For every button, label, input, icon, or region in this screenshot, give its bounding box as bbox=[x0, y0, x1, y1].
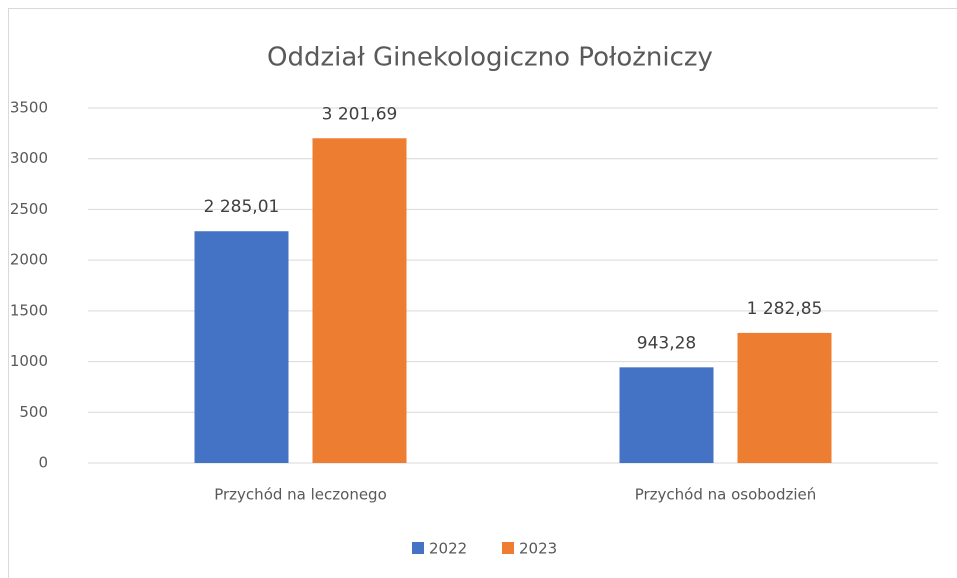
legend-swatch bbox=[502, 542, 514, 554]
value-label: 1 282,85 bbox=[747, 299, 823, 319]
bar bbox=[194, 231, 289, 463]
x-tick-label: Przychód na osobodzień bbox=[635, 486, 817, 504]
y-tick-label: 3500 bbox=[10, 99, 48, 117]
x-tick-label: Przychód na leczonego bbox=[214, 486, 387, 504]
value-label: 943,28 bbox=[637, 333, 696, 353]
y-tick-label: 3000 bbox=[10, 149, 48, 167]
y-tick-label: 2500 bbox=[10, 200, 48, 218]
legend-swatch bbox=[412, 542, 424, 554]
legend-label: 2022 bbox=[429, 540, 467, 558]
y-tick-label: 2000 bbox=[10, 251, 48, 269]
y-tick-label: 1000 bbox=[10, 352, 48, 370]
y-tick-label: 0 bbox=[38, 454, 48, 472]
value-label: 3 201,69 bbox=[322, 104, 398, 124]
y-tick-label: 500 bbox=[19, 403, 48, 421]
bar bbox=[312, 138, 407, 464]
value-label: 2 285,01 bbox=[204, 197, 280, 217]
chart-title: Oddział Ginekologiczno Położniczy bbox=[267, 43, 713, 73]
bar bbox=[737, 332, 832, 463]
legend-label: 2023 bbox=[519, 540, 557, 558]
chart-frame bbox=[8, 8, 957, 578]
bar bbox=[619, 367, 714, 463]
y-tick-label: 1500 bbox=[10, 301, 48, 319]
